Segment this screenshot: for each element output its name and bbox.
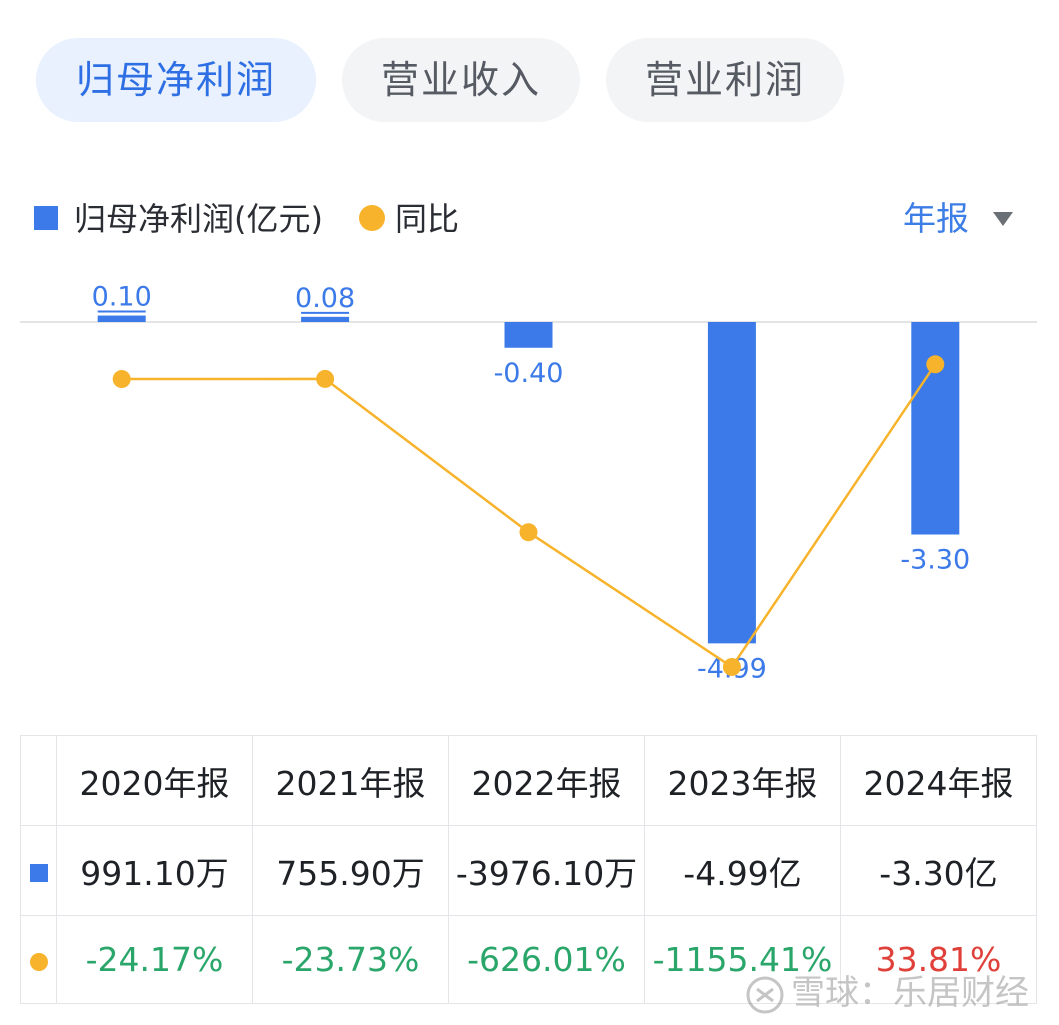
table-header-cell: 2022年报 [448,735,645,826]
bar-data-label: -3.30 [900,545,970,576]
table-header-cell: 2024年报 [840,735,1037,826]
profit-cell: -3.30亿 [840,825,1037,916]
bar-series-marker [29,863,48,882]
profit-cell: -3976.10万 [448,825,645,916]
bar-mark [911,322,960,535]
legend-line-label: 同比 [395,200,460,238]
metric-tabs: 归母净利润 营业收入 营业利润 [0,0,1059,130]
yoy-cell: -24.17% [56,915,253,1004]
row-marker-cell [20,915,57,1004]
data-table: 2020年报 2021年报 2022年报 2023年报 2024年报 991.1… [20,735,1037,1004]
watermark: 雪球：乐居财经 [745,968,1029,1018]
table-header-row: 2020年报 2021年报 2022年报 2023年报 2024年报 [20,735,1037,826]
profit-cell: 755.90万 [252,825,449,916]
yoy-line [121,363,937,669]
table-row-profit: 991.10万 755.90万 -3976.10万 -4.99亿 -3.30亿 [20,825,1037,916]
table-corner-cell [20,735,57,826]
tab-operating-profit[interactable]: 营业利润 [606,38,844,122]
yoy-point [722,657,741,676]
yoy-point [926,355,945,374]
bar-mark [504,322,553,348]
bar-data-label: 0.10 [92,282,152,313]
table-header-cell: 2021年报 [252,735,449,826]
watermark-text: 雪球：乐居财经 [791,973,1029,1013]
line-series-marker [29,952,48,971]
yoy-point [316,369,335,388]
bar-data-label: -0.40 [494,358,564,389]
yoy-point [112,370,131,389]
row-marker-cell [20,825,57,916]
yoy-cell: 33.81% [840,915,1037,1004]
period-label: 年报 [903,199,969,238]
table-header-cell: 2020年报 [56,735,253,826]
yoy-cell: -626.01% [448,915,645,1004]
bar-mark [707,322,756,644]
profit-cell: 991.10万 [56,825,253,916]
table-row-yoy: -24.17% -23.73% -626.01% -1155.41% 33.81… [20,915,1037,1004]
tab-net-profit[interactable]: 归母净利润 [36,38,316,122]
yoy-cell: -1155.41% [644,915,841,1004]
bar-data-label: 0.08 [295,283,355,314]
bar-mark [301,316,350,322]
chart-area: 0.100.08-0.40-4.99-3.30 [20,282,1037,684]
legend-bar-swatch [34,206,58,230]
tab-revenue[interactable]: 营业收入 [342,38,580,122]
table-header-cell: 2023年报 [644,735,841,826]
legend-line-swatch [359,205,385,231]
snowball-logo-icon [746,976,784,1013]
caret-down-icon [993,212,1013,226]
yoy-cell: -23.73% [252,915,449,1004]
profit-cell: -4.99亿 [644,825,841,916]
yoy-point [519,523,538,542]
bar-mark [97,315,146,322]
legend-bar-label: 归母净利润(亿元) [74,200,323,238]
